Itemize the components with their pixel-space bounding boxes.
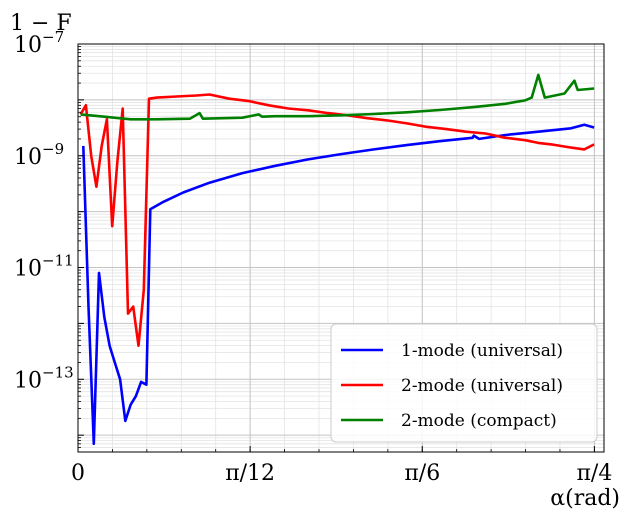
y-tick-label: 10−13 bbox=[14, 363, 74, 393]
y-tick-base: 10 bbox=[14, 145, 42, 170]
series-line-3 bbox=[80, 73, 595, 121]
y-tick-label: 10−9 bbox=[14, 140, 64, 170]
x-tick-label: π/12 bbox=[225, 461, 275, 486]
y-axis-label: 1 − F bbox=[10, 11, 72, 36]
y-tick-exponent: −11 bbox=[42, 252, 74, 270]
x-tick-label: 0 bbox=[71, 461, 85, 486]
y-tick-base: 10 bbox=[14, 257, 42, 282]
x-tick-label: π/4 bbox=[576, 461, 612, 486]
y-tick-base: 10 bbox=[14, 33, 42, 58]
plot-frame bbox=[77, 43, 605, 453]
y-tick-exponent: −13 bbox=[42, 363, 74, 381]
y-tick-label: 10−7 bbox=[14, 28, 64, 58]
legend-box bbox=[330, 323, 598, 443]
y-tick-exponent: −7 bbox=[42, 28, 64, 46]
y-tick-base: 10 bbox=[14, 368, 42, 393]
series-group bbox=[79, 73, 595, 446]
legend-label-2: 2-mode (universal) bbox=[401, 376, 563, 396]
series-line-2 bbox=[79, 93, 595, 347]
series-line-1 bbox=[82, 123, 595, 446]
legend-label-3: 2-mode (compact) bbox=[401, 411, 557, 431]
x-axis-label: α(rad) bbox=[550, 486, 620, 510]
y-tick-exponent: −9 bbox=[42, 140, 64, 158]
y-tick-label: 10−11 bbox=[14, 252, 74, 282]
tick-marks bbox=[77, 43, 595, 453]
legend-label-1: 1-mode (universal) bbox=[401, 341, 563, 361]
legend: 1-mode (universal) 2-mode (universal) 2-mo… bbox=[330, 323, 598, 443]
x-tick-label: π/6 bbox=[404, 461, 440, 486]
